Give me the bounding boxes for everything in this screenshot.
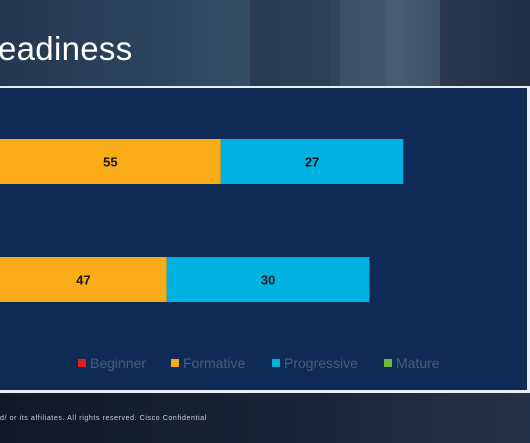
header-photo-shade [250, 0, 340, 88]
data-label-progressive-2: 30 [261, 273, 275, 288]
bar-formative-1 [0, 139, 221, 184]
copyright-footer: d/ or its affiliates. All rights reserve… [0, 415, 207, 422]
bar-formative-2 [0, 257, 167, 302]
bar-progressive-1 [220, 139, 404, 184]
footer-background [0, 393, 530, 443]
header-divider [0, 86, 530, 88]
chart-panel [0, 88, 530, 393]
stacked-bar-chart: 55 27 47 30 Beginner Formative Progressive Matu… [0, 139, 440, 371]
data-label-formative-1: 55 [103, 155, 117, 170]
data-label-formative-2: 47 [76, 273, 90, 288]
legend-swatch-mature [384, 359, 392, 367]
legend-swatch-progressive [272, 359, 280, 367]
legend-swatch-beginner [78, 359, 86, 367]
legend-label-progressive: Progressive [284, 355, 358, 371]
header-photo-shade [440, 0, 530, 88]
header-photo-shade [330, 0, 385, 88]
legend-label-beginner: Beginner [90, 355, 146, 371]
bar-progressive-2 [166, 257, 370, 302]
slide-title: eadiness [0, 30, 133, 67]
data-label-progressive-1: 27 [305, 155, 319, 170]
legend-label-formative: Formative [183, 355, 245, 371]
legend-swatch-formative [171, 359, 179, 367]
legend-label-mature: Mature [396, 355, 440, 371]
